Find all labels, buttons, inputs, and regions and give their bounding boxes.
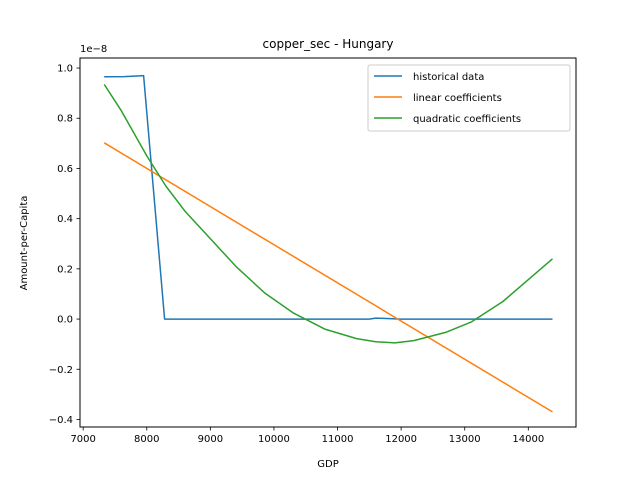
x-tick-label: 14000 [512,434,544,445]
legend-label: linear coefficients [413,93,502,104]
series-layer [103,74,553,413]
series-line-2 [103,142,553,413]
x-tick-label: 11000 [322,434,354,445]
y-tick-label: 0.6 [57,164,73,175]
plot-frame [79,57,577,428]
ticks-layer: 7000 8000 9000 10000 11000 12000 13000 14000 −0.… [49,64,545,445]
legend-label: historical data [413,72,484,83]
y-tick-label: 1.0 [57,64,73,75]
y-axis-offset-label: 1e−8 [80,44,107,55]
y-tick-label: 0.0 [57,315,73,326]
x-tick-label: 9000 [198,434,223,445]
x-tick-label: 13000 [449,434,481,445]
y-tick-label: −0.2 [49,365,73,376]
legend: historical data linear coefficients quadra… [367,64,571,132]
x-tick-label: 10000 [258,434,290,445]
y-tick-label: 0.4 [57,214,73,225]
y-axis-label: Amount-per-Capita [19,196,30,291]
x-axis-label: GDP [317,459,338,470]
y-tick-label: −0.4 [49,415,73,426]
legend-label: quadratic coefficients [413,114,521,125]
x-tick-label: 12000 [385,434,417,445]
y-tick-label: 0.2 [57,264,73,275]
series-line-3 [103,83,553,344]
legend-box [367,64,571,132]
x-tick-label: 8000 [134,434,159,445]
series-line-1 [104,74,553,320]
y-tick-label: 0.8 [57,114,73,125]
x-tick-label: 7000 [70,434,95,445]
chart-title: copper_sec - Hungary [263,37,394,51]
